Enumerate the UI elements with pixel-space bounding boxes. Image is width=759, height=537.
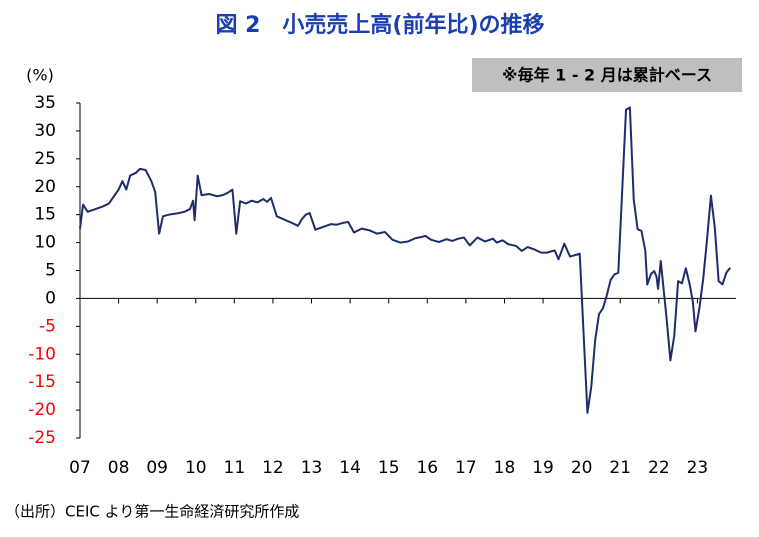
y-axis-unit: (%): [26, 66, 54, 85]
x-tick-label: 16: [416, 458, 438, 478]
y-tick-label: -15: [28, 372, 56, 392]
y-tick-label: 5: [45, 261, 56, 281]
x-tick-label: 23: [687, 458, 709, 478]
x-tick-label: 10: [185, 458, 207, 478]
x-tick-label: 17: [455, 458, 477, 478]
y-tick-label: 25: [34, 149, 56, 169]
x-tick-label: 07: [69, 458, 91, 478]
x-tick-label: 11: [224, 458, 246, 478]
x-tick-label: 12: [262, 458, 284, 478]
y-tick-label: 0: [45, 288, 56, 308]
x-tick-label: 13: [301, 458, 323, 478]
y-tick-label: -25: [28, 428, 56, 448]
y-tick-label: -5: [39, 316, 56, 336]
x-tick-label: 08: [108, 458, 130, 478]
chart-title: 図 2 小売売上高(前年比)の推移: [215, 12, 544, 38]
x-tick-label: 20: [571, 458, 593, 478]
y-tick-label: -20: [28, 400, 56, 420]
x-tick-label: 15: [378, 458, 400, 478]
line-series: [79, 106, 732, 414]
source: （出所）CEIC より第一生命経済研究所作成: [5, 503, 299, 521]
y-tick-label: 35: [34, 93, 56, 113]
y-tick-label: 20: [34, 177, 56, 197]
x-tick-label: 22: [648, 458, 670, 478]
x-tick-label: 09: [146, 458, 168, 478]
y-tick-label: -10: [28, 344, 56, 364]
x-tick-label: 14: [339, 458, 361, 478]
x-tick-label: 19: [532, 458, 554, 478]
y-tick-label: 15: [34, 205, 56, 225]
y-tick-label: 10: [34, 233, 56, 253]
note-box: [472, 58, 742, 92]
x-tick-label: 21: [609, 458, 631, 478]
x-tick-label: 18: [494, 458, 516, 478]
note: ※毎年 1 - 2 月は累計ベース: [502, 66, 712, 85]
y-tick-label: 30: [34, 121, 56, 141]
